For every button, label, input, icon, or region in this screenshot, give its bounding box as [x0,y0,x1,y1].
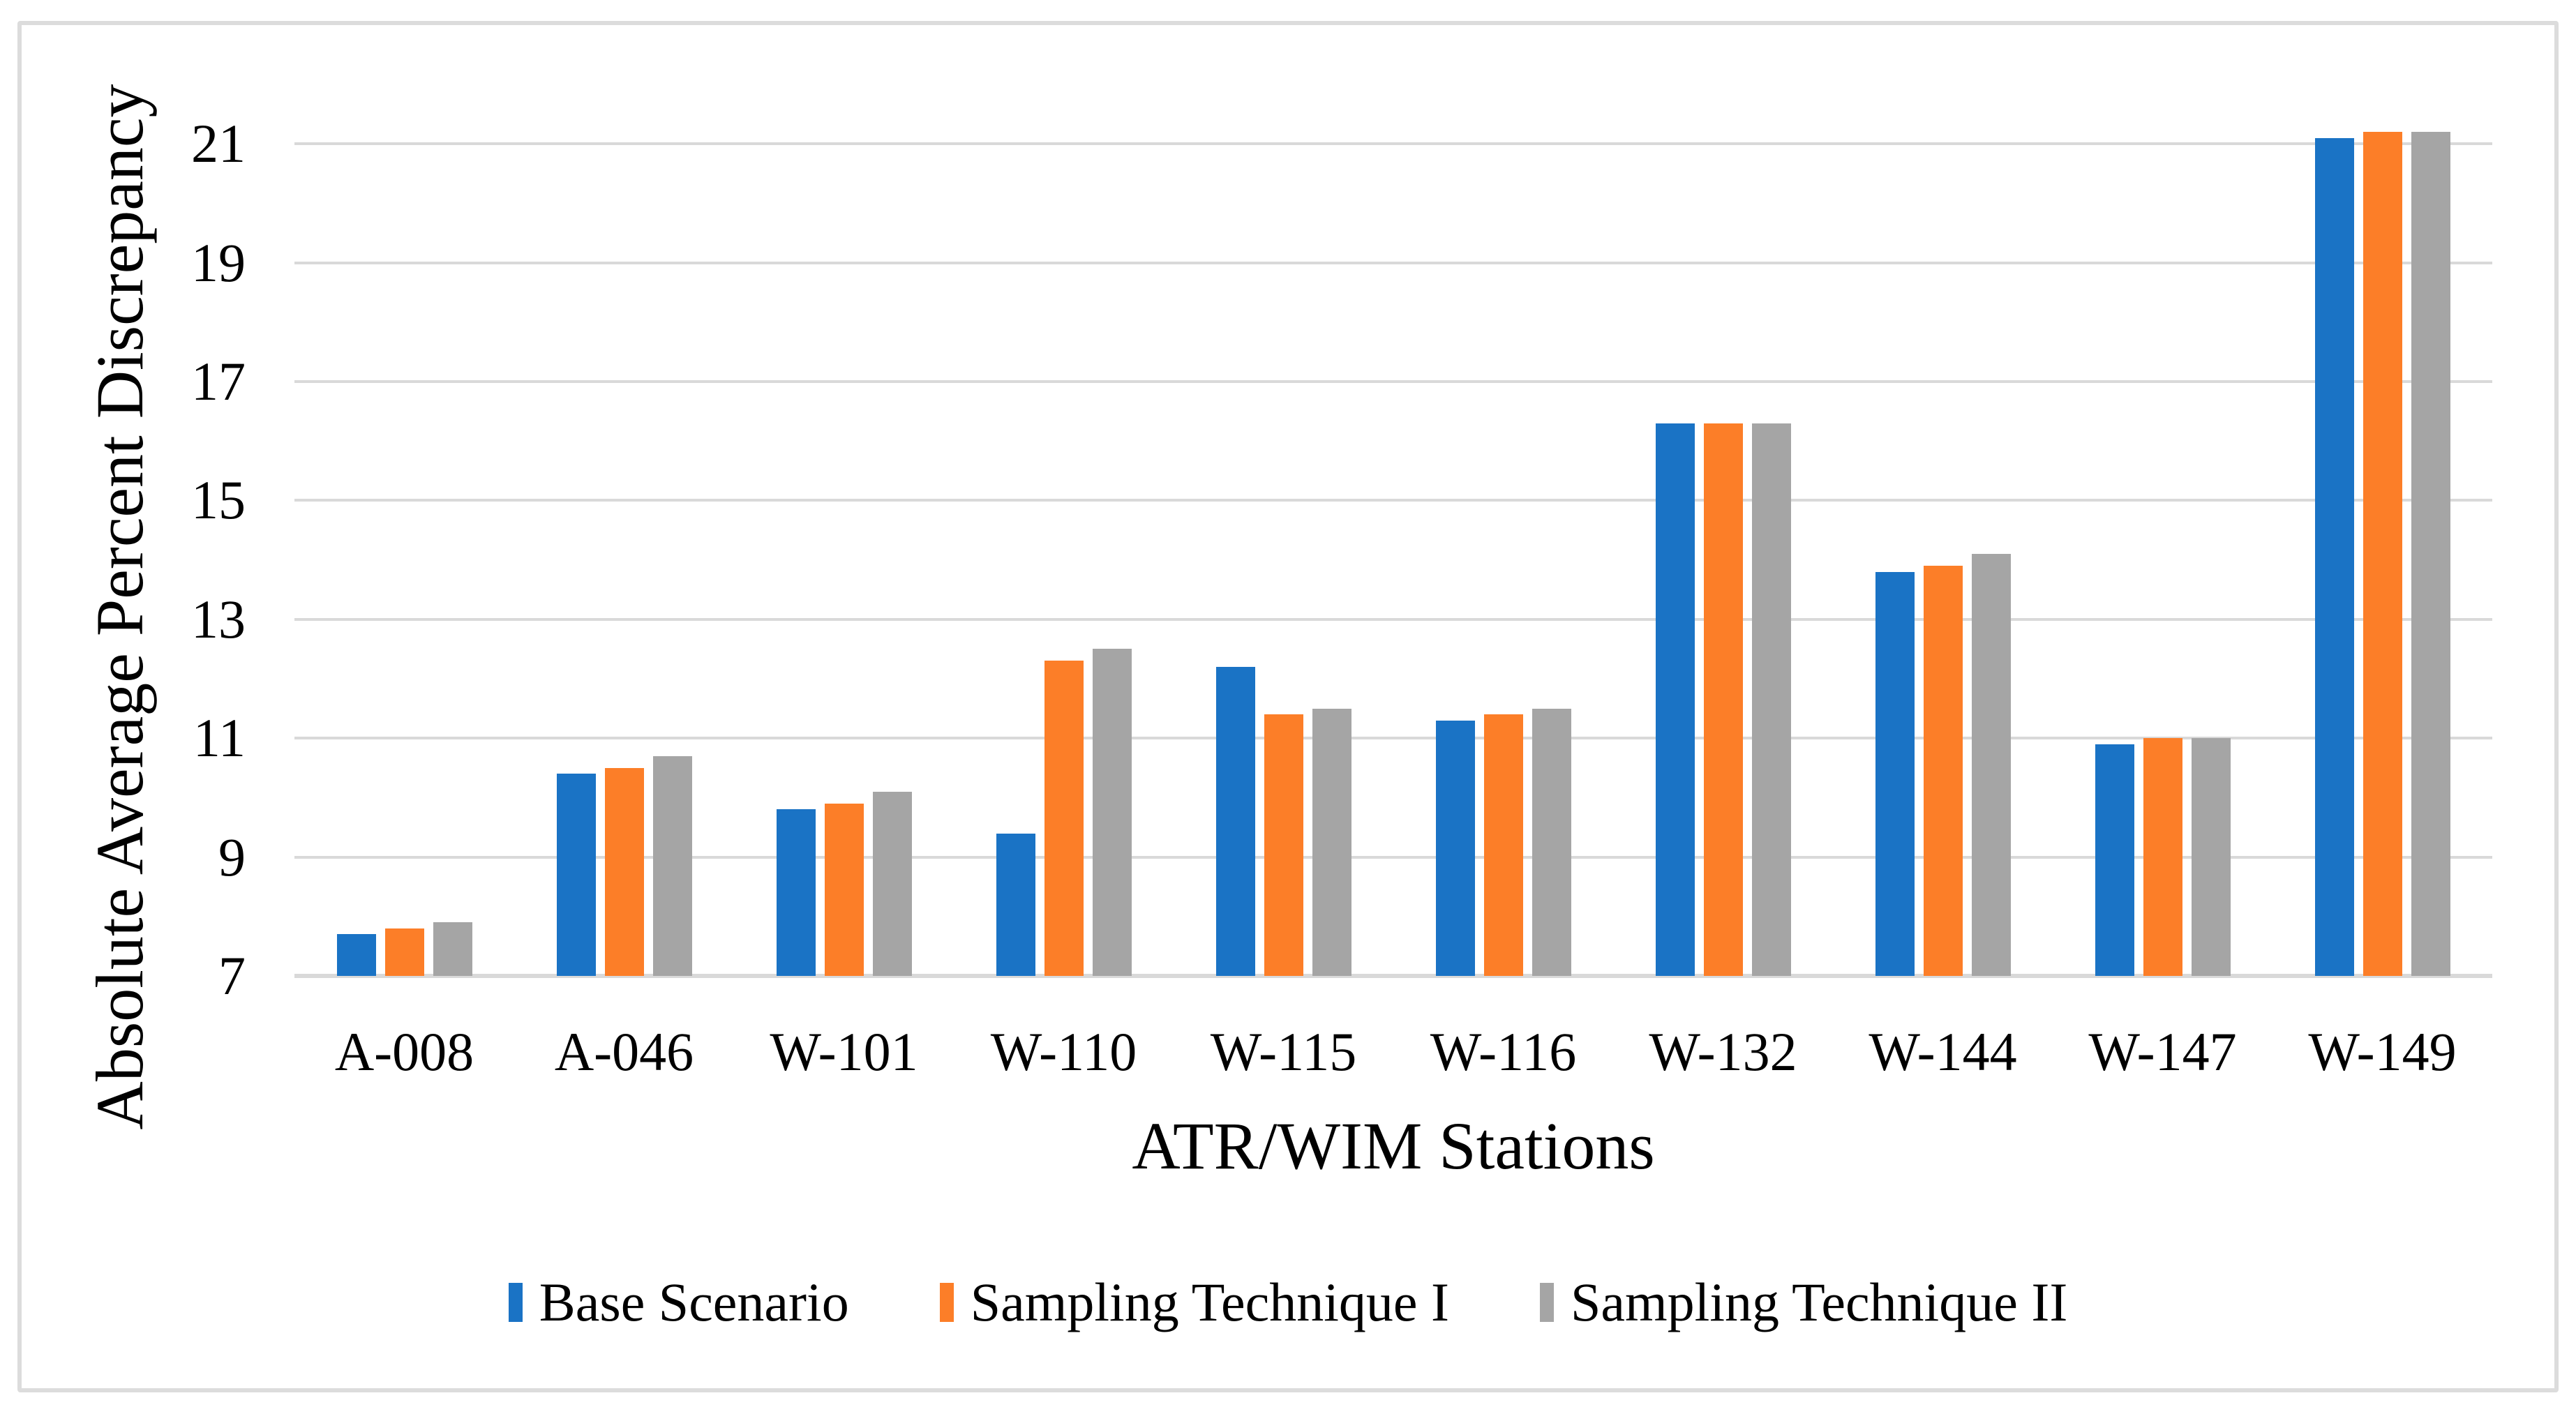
bar-group-W-101 [734,84,954,976]
bar-W-101-base-scenario [776,809,816,976]
y-tick-label-11: 11 [193,707,246,769]
x-tick-label-W-149: W-149 [2308,1021,2457,1082]
gridline-y-21 [294,142,2492,146]
y-tick-label-7: 7 [218,945,246,1006]
legend-label: Sampling Technique I [970,1272,1450,1332]
x-tick-label-W-132: W-132 [1649,1021,1797,1082]
x-axis-tick-labels: A-008 A-046 W-101 W-110 W-115 W-116 W-132 W-144… [294,1017,2492,1087]
bar-group-W-132 [1613,84,1833,976]
bar-group-W-110 [954,84,1174,976]
x-tick-label-W-144: W-144 [1869,1021,2017,1082]
y-tick-label-15: 15 [191,469,246,531]
bar-W-132-base-scenario [1655,423,1695,976]
bar-W-144-sampling-technique-ii [1971,554,2011,976]
y-tick-label-21: 21 [191,113,246,174]
bar-W-149-sampling-technique-ii [2411,132,2450,976]
legend: Base Scenario Sampling Technique I Samplin… [0,1271,2576,1334]
plot-area [294,84,2492,978]
bar-group-A-046 [514,84,734,976]
bar-W-110-base-scenario [996,833,1035,976]
y-axis-tick-labels: 7 9 11 13 15 17 19 21 [0,0,246,1414]
legend-label: Sampling Technique II [1571,1272,2068,1332]
bar-A-046-base-scenario [556,774,596,976]
legend-label: Base Scenario [539,1272,849,1332]
bar-W-144-base-scenario [1875,571,1915,976]
bar-A-008-sampling-technique-ii [433,922,472,976]
bar-W-132-sampling-technique-ii [1751,423,1791,976]
legend-item-sampling-technique-ii: Sampling Technique II [1540,1271,2067,1334]
bar-W-149-sampling-technique-i [2362,132,2402,976]
x-axis-title: ATR/WIM Stations [1132,1108,1655,1183]
bar-group-W-144 [1833,84,2053,976]
x-tick-label-W-115: W-115 [1210,1021,1357,1082]
bar-A-046-sampling-technique-i [604,767,644,976]
bar-W-101-sampling-technique-i [824,803,864,976]
gridline-y-9 [294,855,2492,859]
bar-W-147-sampling-technique-ii [2191,738,2231,976]
bar-group-W-115 [1174,84,1393,976]
x-axis-line [294,974,2492,978]
bar-W-116-sampling-technique-i [1483,714,1523,976]
x-tick-label-W-147: W-147 [2088,1021,2237,1082]
legend-swatch-icon [508,1283,523,1322]
chart-frame [17,21,2559,1392]
bar-W-101-sampling-technique-ii [872,791,912,976]
x-tick-label-W-101: W-101 [770,1021,918,1082]
gridline-y-11 [294,737,2492,740]
x-tick-label-W-110: W-110 [990,1021,1137,1082]
bar-W-110-sampling-technique-i [1044,661,1084,976]
gridline-y-19 [294,261,2492,264]
x-tick-label-A-008: A-008 [334,1021,474,1082]
gridline-y-13 [294,617,2492,621]
x-tick-label-A-046: A-046 [554,1021,694,1082]
y-tick-label-19: 19 [191,232,246,293]
legend-swatch-icon [1540,1283,1555,1322]
gridline-y-15 [294,499,2492,502]
bar-A-008-sampling-technique-i [384,928,424,976]
bar-W-116-sampling-technique-ii [1532,708,1571,976]
x-tick-label-W-116: W-116 [1430,1021,1577,1082]
bar-W-115-sampling-technique-ii [1312,708,1351,976]
gridline-y-17 [294,380,2492,383]
bar-A-046-sampling-technique-ii [652,755,692,976]
bar-W-110-sampling-technique-ii [1092,649,1132,976]
legend-item-sampling-technique-i: Sampling Technique I [939,1271,1450,1334]
legend-item-base-scenario: Base Scenario [508,1271,849,1334]
bar-W-132-sampling-technique-i [1703,423,1743,976]
bar-W-115-base-scenario [1215,666,1255,976]
bar-group-W-149 [2272,84,2492,976]
bar-W-147-base-scenario [2095,744,2134,976]
bar-A-008-base-scenario [336,934,376,976]
y-tick-label-13: 13 [191,588,246,649]
bar-groups [294,84,2492,976]
bar-group-A-008 [294,84,514,976]
y-tick-label-17: 17 [191,351,246,412]
y-tick-label-9: 9 [218,826,246,887]
bar-W-115-sampling-technique-i [1264,714,1303,976]
bar-W-144-sampling-technique-i [1923,566,1963,976]
bar-W-149-base-scenario [2314,137,2354,976]
bar-group-W-116 [1393,84,1613,976]
bar-W-116-base-scenario [1435,720,1475,976]
bar-group-W-147 [2053,84,2272,976]
legend-swatch-icon [939,1283,954,1322]
bar-W-147-sampling-technique-i [2143,738,2182,976]
